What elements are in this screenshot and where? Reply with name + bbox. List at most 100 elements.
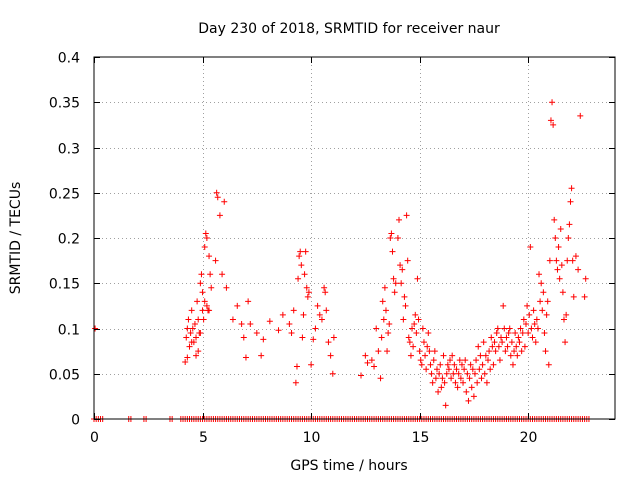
- data-point: [358, 372, 365, 379]
- data-point: [429, 379, 436, 386]
- data-point: [318, 316, 325, 323]
- data-point: [471, 370, 478, 377]
- data-point: [521, 343, 528, 350]
- data-point: [216, 212, 223, 219]
- data-point: [440, 352, 447, 359]
- data-point: [457, 375, 464, 382]
- data-point: [433, 366, 440, 373]
- data-point: [203, 235, 210, 241]
- data-point: [448, 375, 455, 382]
- data-point: [498, 334, 505, 341]
- data-point: [182, 358, 189, 365]
- data-point: [295, 275, 302, 282]
- data-point: [512, 330, 519, 337]
- data-point: [185, 316, 192, 323]
- data-point: [297, 248, 304, 255]
- data-point: [201, 244, 208, 251]
- x-tick-label: 5: [199, 430, 208, 446]
- data-point: [501, 325, 508, 332]
- data-point: [524, 302, 531, 309]
- data-point: [504, 343, 511, 350]
- data-point: [474, 379, 481, 386]
- data-point: [398, 280, 405, 287]
- data-point: [404, 257, 411, 264]
- data-point: [462, 357, 469, 364]
- data-point: [552, 235, 559, 241]
- data-point: [517, 325, 524, 332]
- data-point: [564, 257, 571, 264]
- x-tick-label: 20: [520, 430, 538, 446]
- data-point: [417, 357, 424, 364]
- data-point: [461, 366, 468, 373]
- data-point: [312, 325, 319, 332]
- data-point: [439, 375, 446, 382]
- data-point: [321, 284, 328, 291]
- data-point: [212, 257, 219, 264]
- data-point: [214, 194, 221, 201]
- data-point: [288, 330, 295, 337]
- data-point: [444, 361, 451, 368]
- data-point: [488, 334, 495, 341]
- data-point: [290, 307, 297, 314]
- data-point: [469, 366, 476, 373]
- data-point: [531, 320, 538, 327]
- data-point: [466, 375, 473, 382]
- data-point: [316, 311, 323, 318]
- data-point: [195, 316, 202, 323]
- data-point: [186, 343, 193, 350]
- data-point: [406, 339, 413, 346]
- data-point: [442, 402, 449, 409]
- data-point: [415, 316, 422, 323]
- data-point: [445, 366, 452, 373]
- data-point: [300, 311, 307, 318]
- data-point: [202, 230, 209, 237]
- grid-lines: [94, 57, 615, 419]
- data-point: [322, 289, 329, 296]
- data-point: [537, 298, 544, 305]
- y-tick-label: 0.1: [58, 323, 80, 339]
- data-point: [559, 289, 566, 296]
- data-point: [511, 348, 518, 355]
- data-point: [420, 339, 427, 346]
- data-point: [581, 293, 588, 300]
- data-point: [399, 266, 406, 273]
- data-point: [425, 330, 432, 337]
- y-tick-label: 0.15: [49, 277, 80, 293]
- data-point: [302, 248, 309, 255]
- data-point: [447, 357, 454, 364]
- data-point: [184, 354, 191, 361]
- data-point: [555, 244, 562, 251]
- data-point: [371, 363, 378, 370]
- data-point: [443, 370, 450, 377]
- data-point: [193, 352, 200, 359]
- data-point: [479, 361, 486, 368]
- data-point: [412, 311, 419, 318]
- data-point: [544, 298, 551, 305]
- data-point: [508, 339, 515, 346]
- data-point: [455, 370, 462, 377]
- data-point: [453, 366, 460, 373]
- y-tick-label: 0.35: [49, 96, 80, 112]
- data-point: [260, 336, 267, 343]
- data-point: [245, 298, 252, 305]
- data-point: [557, 225, 564, 232]
- data-point: [275, 327, 282, 334]
- data-point: [569, 257, 576, 264]
- data-point: [418, 361, 425, 368]
- data-point: [380, 316, 387, 323]
- data-point: [401, 293, 408, 300]
- data-point: [373, 325, 380, 332]
- data-point: [423, 366, 430, 373]
- data-point: [409, 325, 416, 332]
- data-point: [527, 244, 534, 251]
- data-point: [188, 307, 195, 314]
- data-point: [465, 397, 472, 404]
- data-point: [452, 379, 459, 386]
- data-point: [478, 375, 485, 382]
- data-point: [428, 370, 435, 377]
- data-point: [577, 112, 584, 119]
- data-point: [572, 253, 579, 260]
- data-point: [253, 330, 260, 337]
- data-point: [516, 339, 523, 346]
- data-point: [542, 348, 549, 355]
